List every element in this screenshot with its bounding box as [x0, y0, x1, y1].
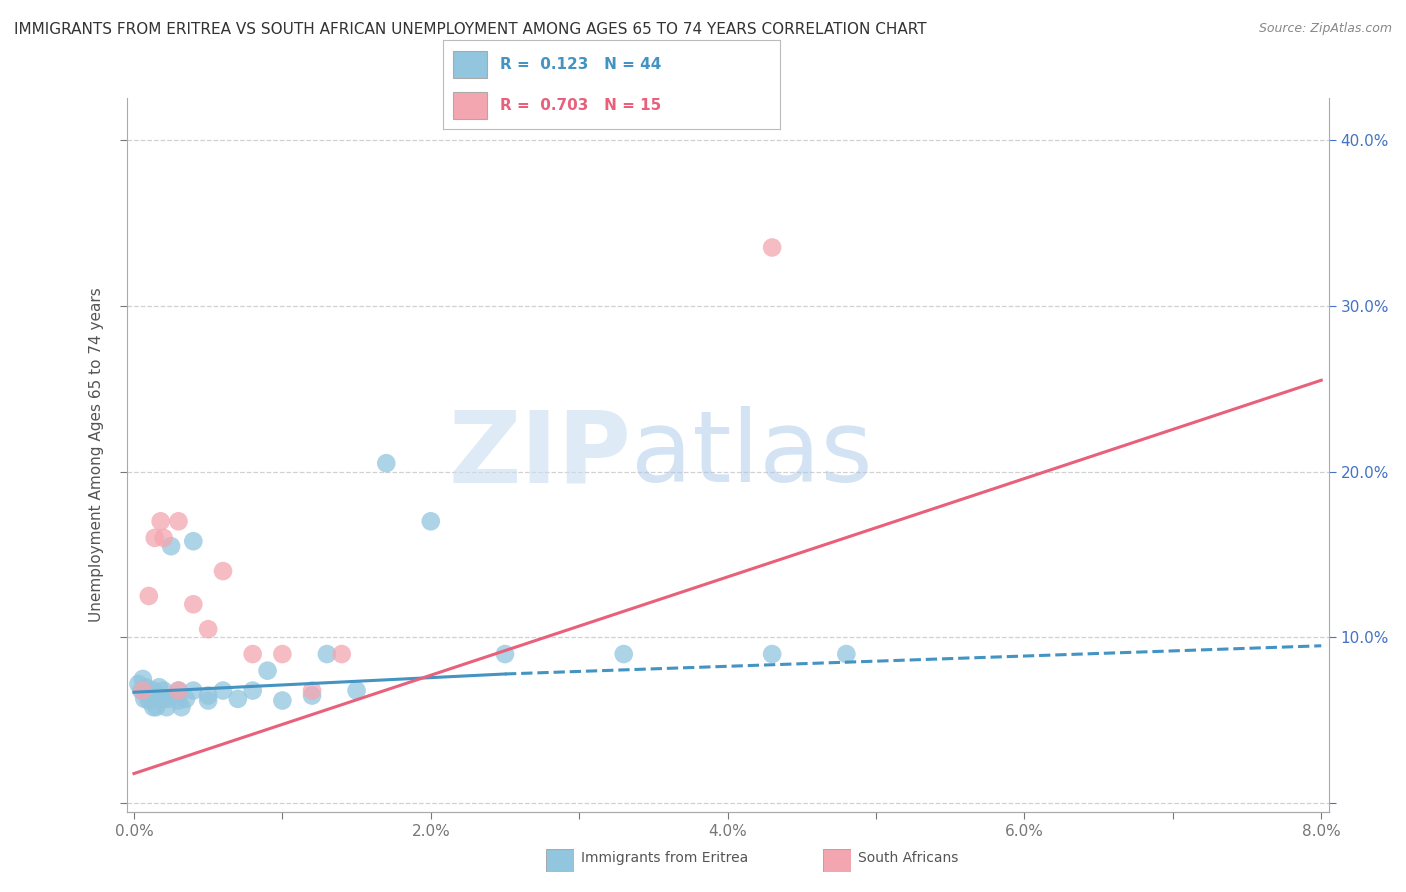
- Point: [183, 683, 205, 698]
- Point: [301, 689, 323, 703]
- Point: [242, 683, 264, 698]
- Point: [160, 539, 183, 553]
- Text: atlas: atlas: [631, 407, 873, 503]
- Point: [149, 514, 172, 528]
- Point: [157, 691, 180, 706]
- Point: [132, 683, 155, 698]
- Point: [174, 691, 197, 706]
- Point: [835, 647, 858, 661]
- Point: [494, 647, 516, 661]
- Point: [167, 683, 190, 698]
- Point: [138, 683, 160, 698]
- Text: Immigrants from Eritrea: Immigrants from Eritrea: [581, 851, 748, 865]
- Point: [613, 647, 636, 661]
- Point: [142, 700, 165, 714]
- Point: [152, 683, 174, 698]
- Point: [330, 647, 353, 661]
- Point: [301, 683, 323, 698]
- Point: [143, 531, 166, 545]
- Point: [138, 589, 160, 603]
- Point: [167, 514, 190, 528]
- Point: [143, 691, 166, 706]
- Point: [167, 683, 190, 698]
- Text: Source: ZipAtlas.com: Source: ZipAtlas.com: [1258, 22, 1392, 36]
- Bar: [453, 92, 486, 119]
- Point: [142, 683, 165, 698]
- Point: [315, 647, 337, 661]
- Point: [145, 700, 167, 714]
- Point: [141, 691, 163, 706]
- Point: [131, 683, 153, 698]
- Text: R =  0.123   N = 44: R = 0.123 N = 44: [501, 57, 662, 71]
- Point: [183, 597, 205, 611]
- Point: [419, 514, 441, 528]
- Point: [242, 647, 264, 661]
- Point: [197, 693, 219, 707]
- Point: [197, 689, 219, 703]
- Text: ZIP: ZIP: [449, 407, 631, 503]
- Point: [167, 693, 190, 707]
- Point: [127, 677, 149, 691]
- Point: [152, 691, 174, 706]
- Point: [761, 240, 783, 254]
- Point: [138, 693, 160, 707]
- Y-axis label: Unemployment Among Ages 65 to 74 years: Unemployment Among Ages 65 to 74 years: [89, 287, 104, 623]
- Point: [134, 691, 156, 706]
- Point: [761, 647, 783, 661]
- Text: South Africans: South Africans: [858, 851, 957, 865]
- Bar: [453, 51, 486, 78]
- Point: [170, 700, 193, 714]
- Point: [145, 689, 167, 703]
- Point: [346, 683, 368, 698]
- Point: [138, 689, 160, 703]
- Point: [256, 664, 278, 678]
- Point: [149, 691, 172, 706]
- Point: [132, 672, 155, 686]
- Point: [271, 693, 294, 707]
- Point: [212, 564, 235, 578]
- Point: [148, 680, 170, 694]
- Point: [197, 622, 219, 636]
- Point: [183, 534, 205, 549]
- Point: [152, 531, 174, 545]
- Point: [226, 691, 249, 706]
- Point: [212, 683, 235, 698]
- Point: [135, 680, 157, 694]
- Point: [155, 700, 177, 714]
- Point: [375, 456, 398, 470]
- Point: [146, 689, 169, 703]
- Text: IMMIGRANTS FROM ERITREA VS SOUTH AFRICAN UNEMPLOYMENT AMONG AGES 65 TO 74 YEARS : IMMIGRANTS FROM ERITREA VS SOUTH AFRICAN…: [14, 22, 927, 37]
- Point: [271, 647, 294, 661]
- Text: R =  0.703   N = 15: R = 0.703 N = 15: [501, 98, 661, 112]
